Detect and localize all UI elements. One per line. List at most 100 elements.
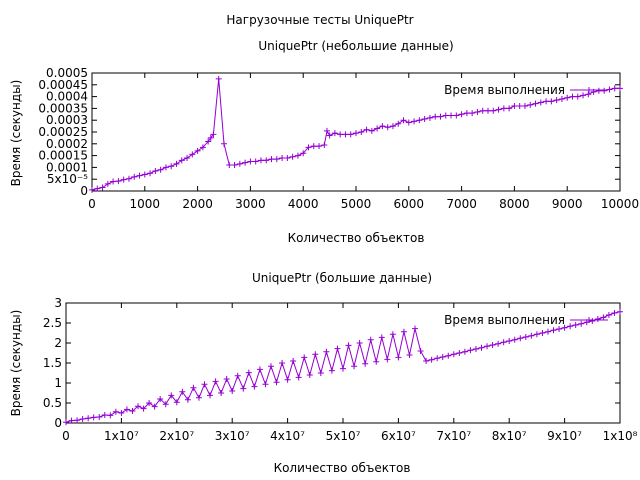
data-point (506, 338, 513, 344)
data-point (256, 366, 263, 373)
data-point (226, 162, 233, 169)
data-point (68, 417, 75, 424)
y-tick-label: 0.0004 (46, 90, 88, 104)
data-point (594, 316, 601, 322)
y-tick-label: 0.00045 (38, 78, 88, 92)
x-tick-label: 9000 (552, 197, 583, 211)
data-point (439, 354, 446, 360)
data-point (120, 176, 127, 183)
data-point (300, 150, 307, 157)
y-tick-label: 1 (54, 376, 62, 390)
x-tick-label: 7x10⁷ (436, 429, 471, 443)
data-point (328, 367, 335, 374)
x-tick-label: 1000 (130, 197, 161, 211)
legend-marker (586, 87, 592, 93)
data-point (543, 98, 550, 105)
data-point (347, 131, 354, 138)
data-point (595, 87, 602, 94)
data-point (268, 156, 275, 163)
data-point (611, 310, 618, 316)
data-point (617, 85, 623, 92)
data-point (358, 129, 365, 135)
data-point (556, 326, 563, 332)
data-point (110, 178, 117, 185)
x-tick-label: 3000 (235, 197, 266, 211)
chart-2-ylabel: Время (секунды) (9, 310, 23, 417)
chart-2-xlabel: Количество объектов (274, 461, 411, 475)
data-point (511, 336, 518, 343)
data-point (479, 107, 486, 114)
legend-label: Время выполнения (444, 83, 565, 97)
data-point (112, 408, 119, 415)
data-point (218, 390, 225, 396)
data-point (234, 372, 241, 379)
chart-1-plot: 0 1000 2000 3000 4000 5000 6000 7000 8000 9000 100… (38, 66, 639, 211)
data-point (544, 328, 551, 335)
data-point (173, 160, 180, 167)
chart-2-title: UniquePtr (большие данные) (252, 271, 432, 285)
data-point (456, 350, 463, 356)
data-point (500, 339, 507, 346)
data-point (190, 384, 197, 391)
data-point (373, 358, 380, 365)
data-point (389, 123, 396, 130)
data-point (321, 141, 328, 148)
x-tick-label: 1x10⁷ (104, 429, 139, 443)
data-point (162, 164, 169, 171)
chart-1-xlabel: Количество объектов (288, 231, 425, 245)
chart-1-ylabel: Время (секунды) (9, 80, 23, 187)
data-point (146, 400, 153, 406)
x-tick-label: 7000 (446, 197, 477, 211)
data-point (558, 95, 565, 102)
data-point (152, 167, 159, 174)
data-point (532, 100, 539, 107)
data-point (262, 381, 269, 388)
data-point (212, 378, 219, 385)
data-point (273, 379, 280, 386)
chart-1-title: UniquePtr (небольшие данные) (258, 39, 453, 53)
x-tick-label: 5000 (341, 197, 372, 211)
data-point (184, 154, 191, 161)
data-point (310, 143, 317, 150)
y-tick-label: 2 (54, 336, 62, 350)
data-point (245, 369, 252, 376)
data-point (207, 392, 214, 399)
data-point (611, 85, 618, 92)
data-point (421, 116, 428, 123)
data-point (157, 396, 164, 402)
y-tick-label: 0 (54, 416, 62, 430)
data-point (184, 396, 191, 403)
x-tick-label: 3x10⁷ (215, 429, 250, 443)
data-point (467, 347, 474, 354)
data-point (485, 107, 491, 114)
y-tick-label: 1.5 (43, 356, 62, 370)
data-point (461, 348, 468, 355)
data-point (178, 157, 185, 164)
x-tick-label: 0 (88, 197, 96, 211)
data-point (411, 118, 418, 125)
x-tick-label: 6x10⁷ (381, 429, 416, 443)
data-point (290, 358, 297, 364)
data-point (495, 106, 502, 113)
data-point (107, 412, 114, 419)
data-point (340, 365, 346, 372)
chart-1: UniquePtr (небольшие данные) 0 1000 2000 30… (9, 39, 639, 245)
data-point (247, 158, 254, 165)
data-point (379, 123, 386, 130)
data-point (279, 360, 286, 366)
y-tick-label: 3 (54, 296, 62, 310)
data-point (236, 160, 243, 167)
data-point (284, 154, 291, 161)
data-point (115, 178, 122, 185)
y-tick-label: 5x10⁻⁵ (47, 172, 88, 186)
data-point (353, 130, 359, 137)
data-point (400, 328, 407, 335)
y-tick-label: 0 (80, 184, 88, 198)
x-tick-label: 0 (62, 429, 70, 443)
data-point (412, 325, 419, 332)
data-point (585, 91, 592, 98)
data-point (284, 376, 291, 383)
data-point (85, 415, 92, 422)
x-tick-label: 8000 (499, 197, 530, 211)
data-point (463, 110, 470, 117)
